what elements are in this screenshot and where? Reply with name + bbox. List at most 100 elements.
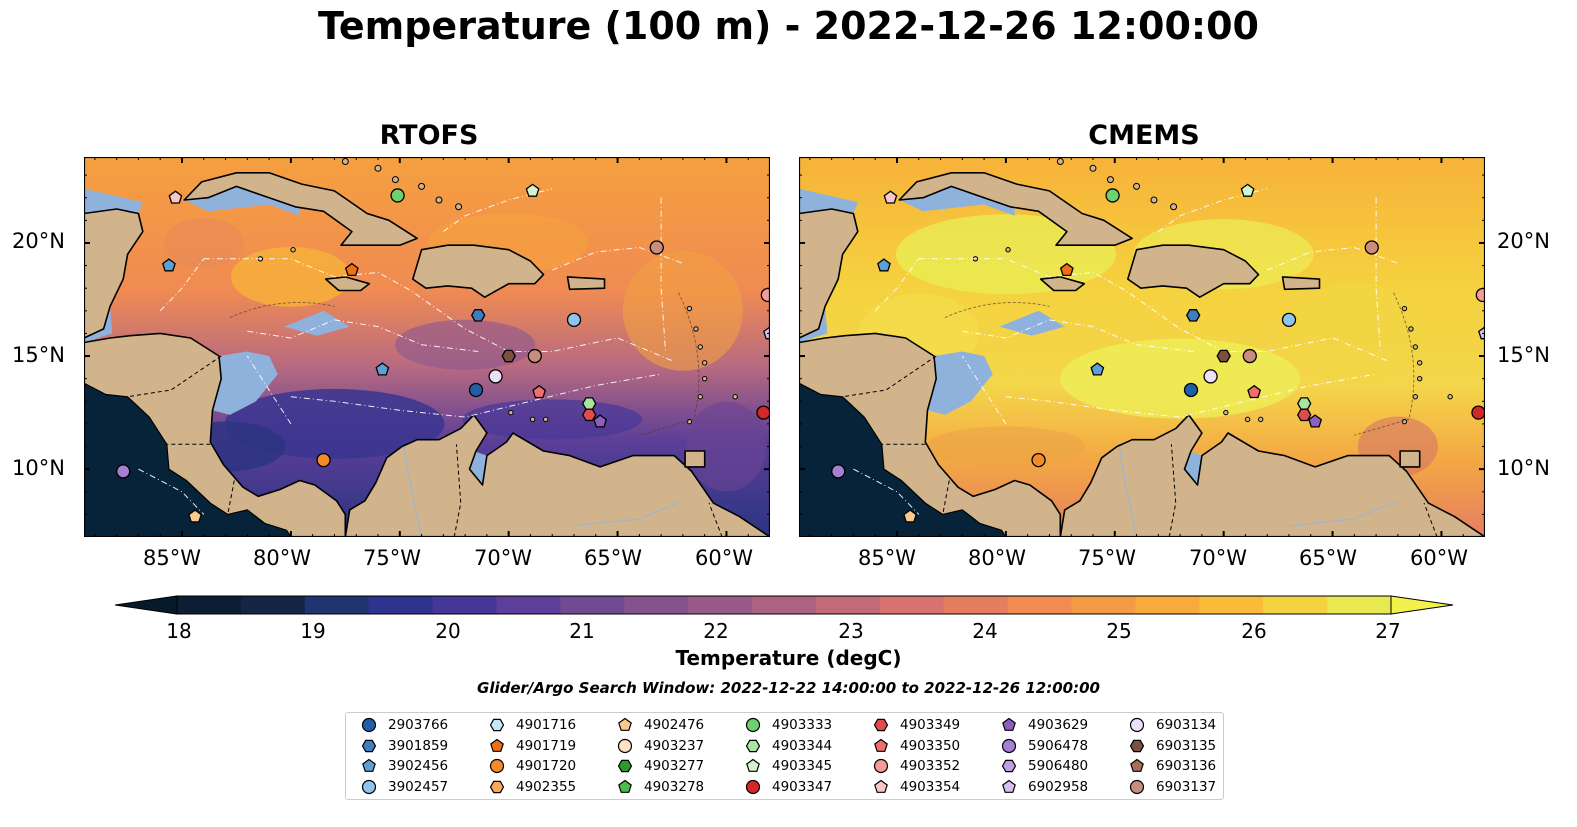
lon-label-p1-75w: 75°W — [363, 546, 421, 570]
small-island — [701, 375, 708, 382]
float-marker-4902476 — [903, 509, 917, 523]
float-marker-4903345 — [1240, 183, 1255, 197]
bathymetry-contour — [944, 302, 1050, 319]
small-island — [418, 182, 426, 190]
legend-entry: 4903352 — [872, 756, 960, 776]
map-panel-rtofs — [84, 157, 770, 537]
colorbar-segment — [943, 596, 1009, 614]
float-marker-6903137 — [1364, 240, 1379, 255]
small-island — [290, 247, 296, 253]
puerto-rico-island — [566, 276, 606, 291]
circle-marker-icon — [1129, 779, 1145, 794]
legend-entry: 4903349 — [872, 715, 960, 735]
float-marker-4903629 — [593, 414, 608, 428]
small-island — [686, 418, 693, 425]
map-panel-cmems — [799, 157, 1485, 537]
eez-boundary — [1267, 246, 1399, 271]
river — [1288, 500, 1399, 527]
small-island — [1416, 360, 1423, 366]
small-island — [1257, 416, 1264, 423]
eez-boundary — [874, 258, 920, 312]
small-island — [1412, 394, 1419, 400]
temperature-patch — [230, 246, 351, 307]
eez-boundary — [961, 355, 1007, 425]
small-island — [341, 158, 349, 166]
float-marker-2903766 — [1183, 382, 1199, 398]
legend-entry: 4902355 — [488, 777, 576, 797]
eez-boundary — [1375, 197, 1381, 352]
country-border — [942, 480, 950, 515]
lon-label-p1-60w: 60°W — [695, 546, 753, 570]
small-island — [697, 394, 704, 400]
temperature-patch — [925, 426, 1086, 467]
eez-boundary — [962, 319, 1194, 352]
eez-boundary — [918, 258, 1388, 362]
hexagon-marker-icon — [1001, 759, 1017, 773]
legend-label: 4903354 — [900, 778, 961, 795]
colorbar-tick-25: 25 — [1106, 619, 1132, 643]
circle-marker-icon — [745, 779, 761, 794]
legend-label: 4902476 — [644, 717, 705, 733]
eez-boundary — [1005, 373, 1377, 418]
shallow-water-area — [927, 351, 993, 415]
lat-label-right-10: 10°N — [1497, 456, 1550, 480]
country-border — [1423, 502, 1438, 537]
float-marker-4902476 — [188, 509, 202, 523]
colorbar-segment — [496, 596, 561, 614]
small-island — [1223, 409, 1229, 416]
country-border — [227, 480, 235, 515]
float-marker-4901719 — [344, 262, 359, 277]
legend-entry: 4903350 — [872, 736, 960, 756]
colorbar-tick-20: 20 — [435, 619, 461, 643]
legend-label: 4901719 — [516, 737, 577, 754]
pentagon-marker-icon — [618, 717, 632, 731]
small-island — [693, 326, 699, 332]
legend-entry: 4903277 — [616, 756, 704, 776]
lat-label-right-15: 15°N — [1497, 343, 1550, 367]
float-marker-6903135 — [1216, 349, 1231, 363]
float-marker-4903352 — [1475, 287, 1485, 303]
temperature-patch — [622, 250, 743, 371]
small-island — [455, 203, 463, 211]
small-island — [686, 305, 693, 312]
circle-marker-icon — [1001, 738, 1017, 753]
colorbar-tick-24: 24 — [972, 619, 998, 643]
colorbar-label: Temperature (degC) — [675, 646, 902, 670]
map-frame — [84, 157, 770, 537]
legend-label: 4903347 — [772, 778, 833, 795]
legend-entry: 4903344 — [744, 736, 832, 756]
panel-title-cmems: CMEMS — [1088, 120, 1200, 151]
legend-label: 4903333 — [772, 717, 833, 733]
temperature-patch — [1284, 283, 1425, 384]
float-marker-6903134 — [1203, 369, 1218, 384]
temperature-patch — [462, 399, 643, 440]
circle-marker-icon — [361, 779, 377, 794]
small-island — [542, 416, 549, 423]
float-marker-6903137 — [527, 348, 542, 364]
colorbar-segment — [1199, 596, 1264, 614]
search-window-caption: Glider/Argo Search Window: 2022-12-22 14… — [477, 679, 1100, 697]
legend-entry: 3902457 — [360, 777, 448, 797]
colorbar-segment — [304, 596, 370, 614]
pacific-coast — [799, 382, 1007, 537]
legend-label: 3902457 — [388, 778, 449, 795]
float-marker-4901720 — [316, 452, 331, 468]
float-marker-4903349 — [581, 408, 597, 422]
country-border — [708, 502, 723, 537]
lon-label-p1-65w: 65°W — [584, 546, 642, 570]
temperature-patch — [895, 214, 1116, 295]
hexagon-marker-icon — [745, 739, 761, 752]
legend-entry: 2903766 — [360, 715, 448, 735]
colorbar-extend-high — [1390, 595, 1454, 615]
circle-marker-icon — [873, 758, 889, 774]
colorbar-segment — [815, 596, 881, 614]
legend-entry: 4901716 — [488, 715, 576, 735]
legend-entry: 4903347 — [744, 777, 832, 797]
eez-boundary — [203, 258, 673, 362]
temperature-colorbar — [115, 595, 1454, 615]
circle-marker-icon — [1129, 717, 1145, 733]
bathymetry-contour — [229, 302, 335, 319]
hexagon-marker-icon — [361, 739, 377, 752]
hispaniola-island — [1127, 244, 1260, 298]
legend-label: 6903136 — [1156, 758, 1217, 774]
